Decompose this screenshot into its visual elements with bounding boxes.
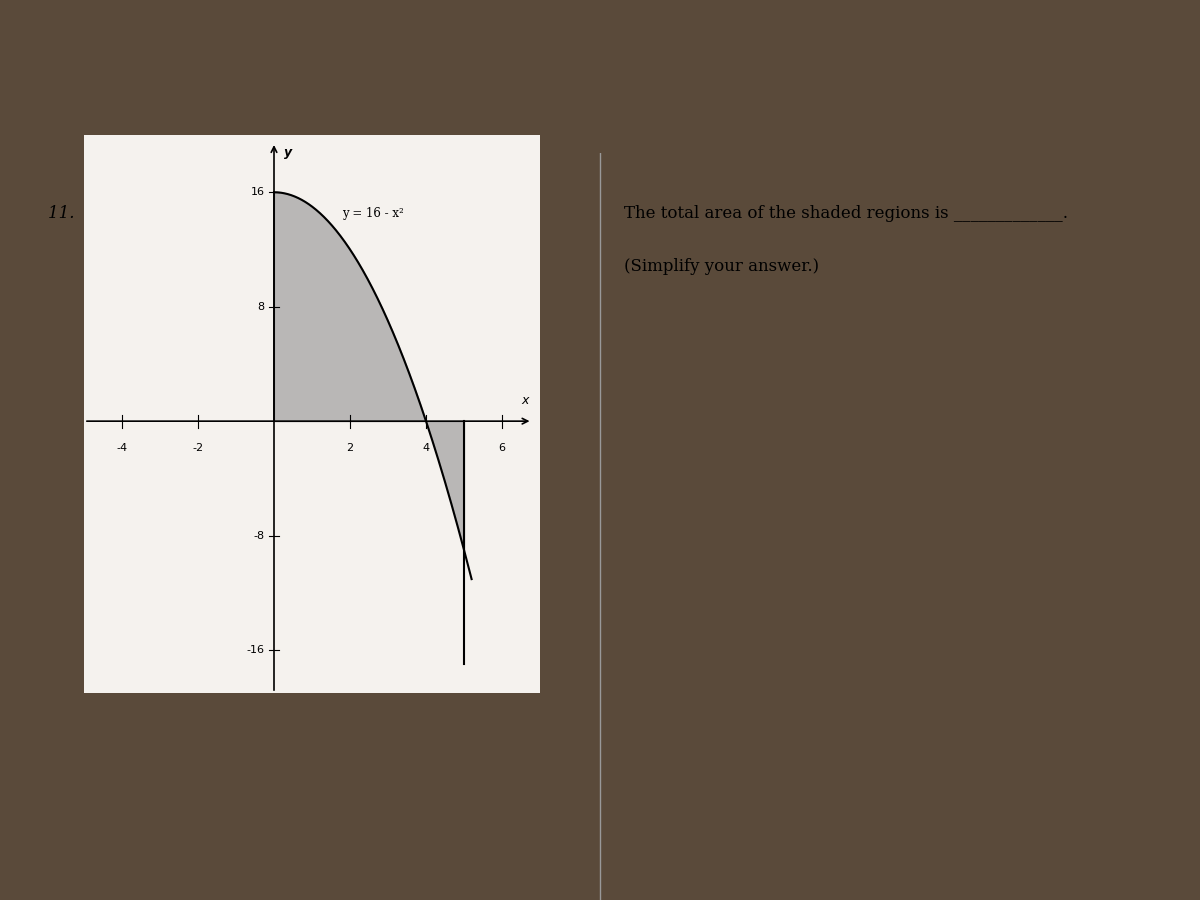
Text: x: x — [521, 394, 528, 407]
Text: 4: 4 — [422, 443, 430, 453]
Text: The total area of the shaded regions is _____________.: The total area of the shaded regions is … — [624, 205, 1068, 222]
Text: -16: -16 — [246, 645, 264, 655]
Text: -2: -2 — [192, 443, 204, 453]
Text: -8: -8 — [253, 531, 264, 541]
Text: y: y — [283, 147, 292, 159]
Text: 11.   Find the area of the shaded region.: 11. Find the area of the shaded region. — [48, 205, 389, 222]
Text: (Simplify your answer.): (Simplify your answer.) — [624, 257, 820, 274]
Text: 2: 2 — [347, 443, 354, 453]
Text: y = 16 - x²: y = 16 - x² — [342, 207, 404, 220]
Text: -4: -4 — [116, 443, 127, 453]
Text: 16: 16 — [251, 187, 264, 197]
Text: 8: 8 — [257, 302, 264, 311]
Text: 6: 6 — [498, 443, 505, 453]
